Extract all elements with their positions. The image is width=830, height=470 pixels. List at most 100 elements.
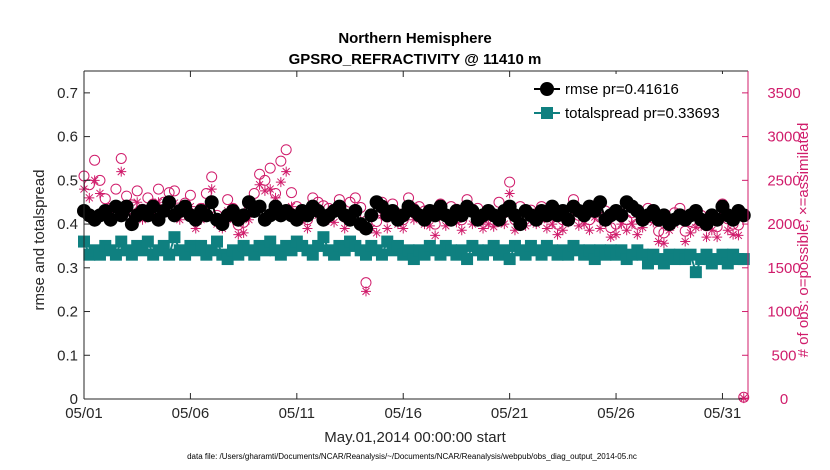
y2-tick-label: 1000 — [767, 304, 800, 321]
rmse-marker — [236, 208, 251, 223]
obs-assimilated-marker — [233, 229, 244, 240]
obs-possible-marker — [89, 154, 101, 166]
obs-assimilated-marker — [658, 238, 669, 249]
legend-box — [530, 74, 742, 126]
y-tick-label: 0.1 — [57, 347, 78, 364]
obs-possible-marker — [83, 179, 95, 191]
rmse-marker — [710, 212, 725, 227]
obs-assimilated-marker — [733, 230, 744, 241]
obs-assimilated-marker — [302, 223, 313, 234]
obs-assimilated-marker — [611, 229, 622, 240]
obs-possible-marker — [504, 176, 516, 188]
obs-possible-marker — [131, 185, 143, 197]
obs-assimilated-marker — [605, 232, 616, 243]
rmse-marker — [348, 203, 363, 218]
legend-spread-text: totalspread pr=0.33693 — [565, 105, 720, 122]
rmse-marker — [103, 212, 118, 227]
obs-possible-marker — [360, 277, 372, 289]
y2-tick-label: 3500 — [767, 85, 800, 102]
y2-tick-label: 2000 — [767, 216, 800, 233]
obs-possible-marker — [110, 183, 122, 195]
obs-assimilated-marker — [541, 223, 552, 234]
y-axis-label-right: # of obs: o=possible; ×=assimilated — [795, 123, 812, 358]
obs-possible-marker — [275, 155, 287, 167]
rmse-marker — [146, 199, 161, 214]
totalspread-marker — [163, 248, 176, 261]
obs-assimilated-marker — [238, 227, 249, 238]
obs-assimilated-marker — [712, 232, 723, 243]
obs-assimilated-marker — [360, 286, 371, 297]
obs-assimilated-marker — [504, 188, 515, 199]
y2-tick-label: 500 — [771, 347, 796, 364]
obs-assimilated-marker — [382, 223, 393, 234]
obs-assimilated-marker — [84, 192, 95, 203]
obs-assimilated-marker — [579, 219, 590, 230]
obs-possible-marker — [653, 225, 665, 237]
obs-assimilated-marker — [552, 229, 563, 240]
x-tick-label: 05/16 — [384, 405, 422, 422]
y2-tick-label: 3000 — [767, 129, 800, 146]
obs-possible-marker — [259, 174, 271, 186]
x-tick-label: 05/06 — [172, 405, 210, 422]
obs-assimilated-marker — [573, 220, 584, 231]
legend-rmse-text: rmse pr=0.41616 — [565, 81, 679, 98]
totalspread-marker — [317, 231, 330, 244]
x-tick-label: 05/11 — [279, 405, 315, 422]
x-tick-label: 05/31 — [704, 405, 742, 422]
rmse-marker — [204, 195, 219, 210]
obs-assimilated-marker — [339, 223, 350, 234]
obs-assimilated-marker — [680, 236, 691, 247]
obs-assimilated-marker — [584, 225, 595, 236]
obs-assimilated-marker — [259, 185, 270, 196]
obs-assimilated-marker — [637, 222, 648, 233]
rmse-marker — [593, 195, 608, 210]
legend-rmse-marker — [540, 82, 554, 96]
obs-assimilated-marker — [690, 222, 701, 233]
y-tick-label: 0.4 — [57, 216, 78, 233]
obs-assimilated-marker — [281, 166, 292, 177]
totalspread-marker — [684, 248, 697, 261]
totalspread-marker — [503, 253, 516, 266]
axes: 05/01 05/06 05/11 05/16 05/21 05/26 05/31 0 0.1 0… — [57, 70, 801, 422]
legend-spread-marker — [541, 107, 553, 119]
obs-possible-marker — [115, 152, 127, 164]
obs-assimilated-marker — [728, 229, 739, 240]
obs-assimilated-marker — [430, 230, 441, 241]
totalspread-marker — [211, 235, 224, 248]
obs-assimilated-marker — [424, 220, 435, 231]
obs-assimilated-marker — [627, 219, 638, 230]
obs-possible-marker — [264, 162, 276, 174]
y2-tick-label: 1500 — [767, 260, 800, 277]
y-tick-label: 0.3 — [57, 260, 78, 277]
y-tick-label: 0.7 — [57, 85, 78, 102]
obs-assimilated-marker — [265, 184, 276, 195]
obs-assimilated-marker — [456, 225, 467, 236]
plot-area — [77, 144, 751, 404]
obs-possible-marker — [99, 193, 111, 205]
obs-assimilated-marker — [685, 227, 696, 238]
obs-possible-marker — [286, 187, 297, 199]
obs-assimilated-marker — [616, 219, 627, 230]
rmse-marker — [364, 208, 379, 223]
obs-assimilated-marker — [275, 177, 286, 188]
obs-assimilated-marker — [270, 192, 281, 203]
y-tick-label: 0.2 — [57, 304, 78, 321]
totalspread-marker — [168, 231, 181, 244]
y2-tick-label: 2500 — [767, 172, 800, 189]
obs-assimilated-marker — [595, 223, 606, 234]
totalspread-marker — [109, 248, 122, 261]
obs-assimilated-marker — [701, 232, 712, 243]
obs-assimilated-marker — [254, 179, 265, 190]
data-file-footer: data file: /Users/gharamti/Documents/NCA… — [187, 452, 637, 461]
obs-assimilated-marker — [632, 229, 643, 240]
y-tick-label: 0.5 — [57, 172, 78, 189]
obs-assimilated-marker — [488, 221, 499, 232]
x-tick-label: 05/01 — [65, 405, 103, 422]
obs-assimilated-marker — [478, 223, 489, 234]
totalspread-marker — [461, 253, 474, 266]
obs-assimilated-marker — [190, 223, 201, 234]
obs-possible-marker — [349, 192, 361, 204]
x-tick-label: 05/21 — [491, 405, 529, 422]
legend: rmse pr=0.41616 totalspread pr=0.33693 — [530, 74, 742, 126]
